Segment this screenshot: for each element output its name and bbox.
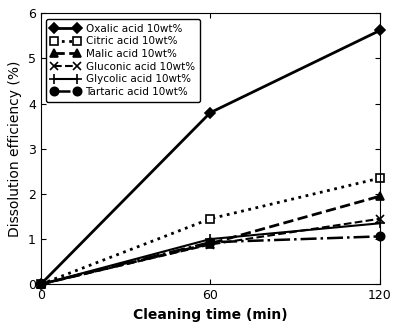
Malic acid 10wt% bbox=[208, 242, 213, 246]
Y-axis label: Dissolution efficiency (%): Dissolution efficiency (%) bbox=[8, 61, 22, 237]
Line: Glycolic acid 10wt%: Glycolic acid 10wt% bbox=[36, 218, 385, 289]
Malic acid 10wt% bbox=[377, 194, 382, 198]
Line: Malic acid 10wt%: Malic acid 10wt% bbox=[36, 192, 384, 288]
Oxalic acid 10wt% bbox=[377, 28, 382, 32]
Gluconic acid 10wt% bbox=[208, 243, 213, 247]
Glycolic acid 10wt% bbox=[38, 282, 43, 286]
Line: Oxalic acid 10wt%: Oxalic acid 10wt% bbox=[37, 27, 383, 288]
Glycolic acid 10wt% bbox=[377, 221, 382, 225]
X-axis label: Cleaning time (min): Cleaning time (min) bbox=[133, 308, 288, 322]
Tartaric acid 10wt% bbox=[38, 282, 43, 286]
Citric acid 10wt% bbox=[38, 282, 43, 286]
Citric acid 10wt% bbox=[208, 217, 213, 221]
Legend: Oxalic acid 10wt%, Citric acid 10wt%, Malic acid 10wt%, Gluconic acid 10wt%, Gly: Oxalic acid 10wt%, Citric acid 10wt%, Ma… bbox=[46, 18, 200, 102]
Malic acid 10wt% bbox=[38, 282, 43, 286]
Gluconic acid 10wt% bbox=[38, 282, 43, 286]
Oxalic acid 10wt% bbox=[38, 282, 43, 286]
Line: Tartaric acid 10wt%: Tartaric acid 10wt% bbox=[36, 232, 384, 288]
Oxalic acid 10wt% bbox=[208, 111, 213, 115]
Glycolic acid 10wt% bbox=[208, 237, 213, 241]
Line: Citric acid 10wt%: Citric acid 10wt% bbox=[36, 174, 384, 288]
Gluconic acid 10wt% bbox=[377, 217, 382, 221]
Tartaric acid 10wt% bbox=[377, 234, 382, 238]
Tartaric acid 10wt% bbox=[208, 240, 213, 244]
Line: Gluconic acid 10wt%: Gluconic acid 10wt% bbox=[36, 214, 384, 288]
Citric acid 10wt% bbox=[377, 176, 382, 180]
